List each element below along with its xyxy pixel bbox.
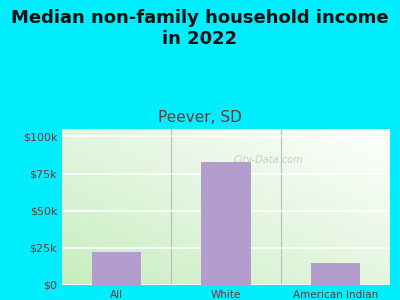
Text: Median non-family household income
in 2022: Median non-family household income in 20…: [11, 9, 389, 48]
Bar: [201, 162, 250, 285]
Bar: [311, 263, 360, 285]
Text: City-Data.com: City-Data.com: [234, 155, 304, 165]
Text: Peever, SD: Peever, SD: [158, 110, 242, 124]
Bar: [92, 252, 141, 285]
